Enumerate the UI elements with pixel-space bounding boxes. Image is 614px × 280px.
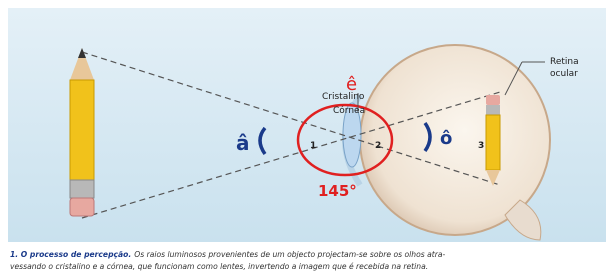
pencil-eraser xyxy=(70,198,94,216)
point-label: 3 xyxy=(478,141,484,151)
pencil-body xyxy=(70,80,94,180)
point-label: 1 xyxy=(310,141,316,151)
page: Retina ocular Cristalino Córnea ê â ô 1 … xyxy=(0,0,614,280)
pencil-ferrule xyxy=(70,180,94,198)
label: Retina xyxy=(550,57,579,67)
angle-label: ê xyxy=(346,74,357,95)
image-eraser xyxy=(486,95,500,105)
label: Córnea xyxy=(333,105,365,116)
caption-line: 1. O processo de percepção.Os raios lumi… xyxy=(10,250,446,259)
label: ocular xyxy=(550,69,578,79)
image-ferrule xyxy=(486,105,500,115)
angle-value: 145° xyxy=(318,182,357,200)
caption-title: 1. O processo de percepção. xyxy=(10,250,131,259)
image-body xyxy=(486,115,500,170)
diagram: Retina ocular Cristalino Córnea ê â ô 1 … xyxy=(0,0,614,280)
angle-label: ô xyxy=(440,128,452,149)
angle-label: â xyxy=(236,131,250,155)
caption-line: vessando o cristalino e a córnea, que fu… xyxy=(10,262,428,271)
point-label: 2 xyxy=(375,141,381,151)
label: Cristalino xyxy=(322,92,365,102)
caption-text: Os raios luminosos provenientes de um ob… xyxy=(134,250,445,259)
